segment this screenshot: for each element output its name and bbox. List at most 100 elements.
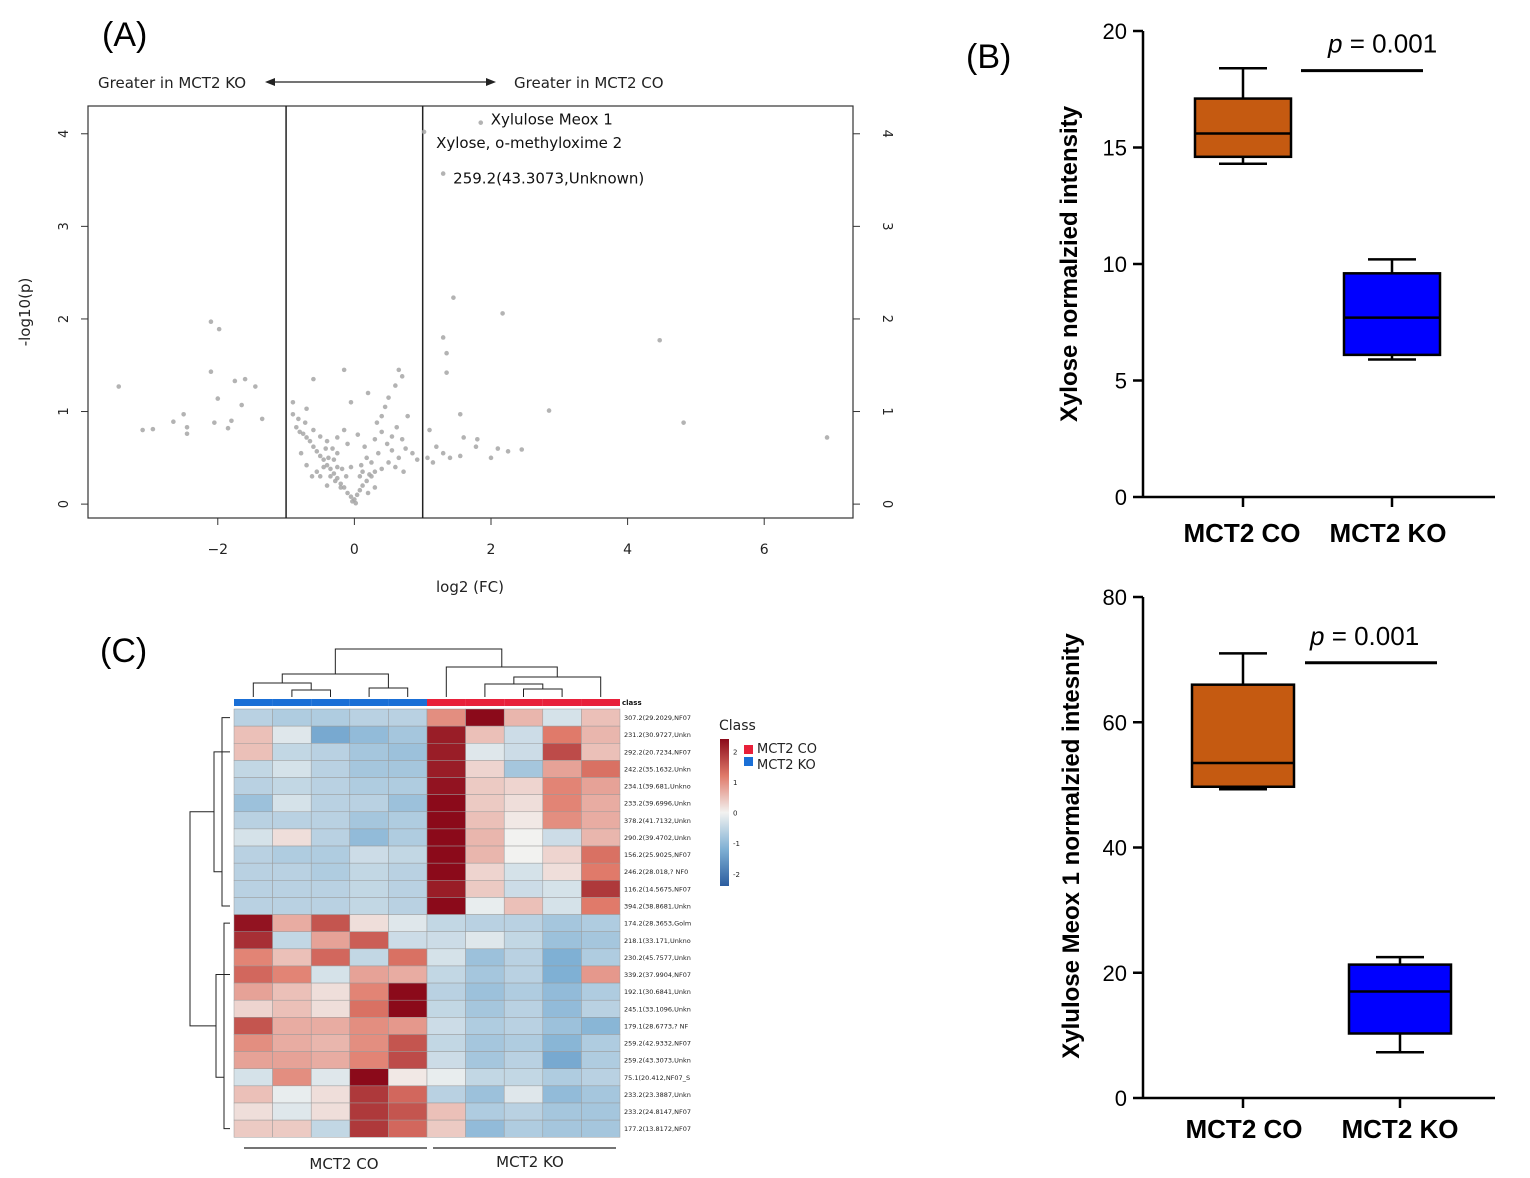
legend-swatch-ko bbox=[744, 757, 753, 766]
volcano-point bbox=[304, 435, 309, 440]
volcano-point bbox=[348, 494, 354, 500]
heatmap-cell bbox=[310, 982, 351, 1001]
heatmap-cell bbox=[310, 1085, 351, 1104]
heatmap-cell bbox=[581, 828, 621, 847]
heatmap-cell bbox=[388, 845, 428, 864]
heatmap-row-label: 218.1(33.171,Unkno bbox=[624, 937, 691, 945]
heatmap-cell bbox=[349, 743, 389, 761]
volcano-point bbox=[208, 369, 214, 375]
volcano-point bbox=[681, 420, 686, 425]
heatmap-cell bbox=[233, 777, 273, 795]
heatmap-cell bbox=[388, 828, 428, 847]
heatmap-cell bbox=[349, 828, 389, 847]
heatmap-cell bbox=[388, 777, 428, 795]
heatmap-cell bbox=[465, 1017, 505, 1035]
column-dendrogram-link bbox=[484, 683, 544, 697]
heatmap-cell bbox=[542, 948, 582, 967]
heatmap-cell bbox=[426, 794, 466, 813]
heatmap-cell bbox=[581, 777, 621, 795]
heatmap-cell bbox=[542, 811, 582, 830]
heatmap-cell bbox=[233, 845, 273, 864]
heatmap-cell bbox=[465, 965, 505, 984]
y-tick-label-right: 2 bbox=[879, 315, 894, 323]
point-annotation: Xylulose Meox 1 bbox=[491, 111, 613, 129]
heatmap-cell bbox=[233, 1119, 273, 1138]
heatmap-cell bbox=[542, 1034, 582, 1052]
heatmap-cell bbox=[388, 999, 428, 1018]
heatmap-cell bbox=[388, 1119, 428, 1138]
heatmap-cell bbox=[426, 897, 466, 915]
volcano-point bbox=[335, 435, 340, 440]
volcano-point bbox=[242, 376, 248, 382]
heatmap-legend: Class MCT2 CO MCT2 KO 2 1 0 -1 -2 bbox=[719, 718, 817, 886]
heatmap-cell bbox=[272, 982, 312, 1001]
volcano-point bbox=[290, 412, 296, 417]
heatmap-cell bbox=[310, 1102, 351, 1121]
volcano-point bbox=[444, 370, 449, 375]
volcano-point bbox=[386, 460, 391, 465]
class-bar-cell bbox=[311, 699, 350, 706]
heatmap-cell bbox=[465, 1034, 505, 1052]
heatmap-row-label: 156.2(25.9025,NF07 bbox=[624, 851, 691, 859]
heatmap-cell bbox=[503, 1051, 544, 1069]
row-dendrogram-link bbox=[221, 717, 230, 907]
volcano-point bbox=[212, 420, 217, 425]
heatmap-cell bbox=[272, 794, 312, 813]
heatmap-cell bbox=[503, 931, 544, 950]
heatmap-cell bbox=[233, 982, 273, 1001]
column-dendrogram-link bbox=[334, 648, 503, 674]
xylulose-boxes bbox=[1190, 652, 1453, 1054]
heatmap-cell bbox=[349, 1017, 389, 1035]
volcano-point bbox=[430, 460, 436, 465]
volcano-point bbox=[184, 424, 190, 430]
volcano-point bbox=[330, 446, 335, 451]
heatmap-cell bbox=[426, 982, 466, 1001]
volcano-point bbox=[324, 438, 330, 444]
volcano-point bbox=[343, 474, 349, 479]
volcano-point bbox=[331, 471, 337, 476]
heatmap-cell bbox=[233, 708, 273, 727]
heatmap-row-label: 339.2(37.9904,NF07 bbox=[624, 971, 691, 979]
direction-label-right: Greater in MCT2 CO bbox=[514, 74, 664, 92]
volcano-point bbox=[657, 337, 663, 343]
color-scale-tick-label: -2 bbox=[733, 871, 740, 879]
heatmap-cell bbox=[542, 1017, 582, 1035]
volcano-point bbox=[358, 462, 364, 468]
heatmap-cell bbox=[272, 777, 312, 795]
heatmap-cell bbox=[581, 931, 621, 950]
volcano-point bbox=[369, 460, 374, 465]
y-tick-label: 15 bbox=[1103, 136, 1127, 161]
heatmap-cell bbox=[581, 811, 621, 830]
xylulose-significance: p = 0.001 bbox=[1305, 621, 1437, 665]
heatmap-row-label: 246.2(28.018,? NF0 bbox=[624, 868, 688, 876]
heatmap-cell bbox=[388, 914, 428, 932]
heatmap-row-label: 177.2(13.8172,NF07 bbox=[624, 1125, 691, 1133]
heatmap-cell bbox=[542, 999, 582, 1018]
p-value-label: p = 0.001 bbox=[1309, 621, 1419, 651]
heatmap-cell bbox=[503, 1017, 544, 1035]
heatmap-row-label: 378.2(41.7132,Unkn bbox=[624, 817, 691, 825]
heatmap-cell bbox=[503, 948, 544, 967]
volcano-point bbox=[323, 446, 328, 451]
heatmap-cell bbox=[581, 760, 621, 778]
heatmap-cell bbox=[349, 982, 389, 1001]
heatmap-cell bbox=[233, 999, 273, 1018]
y-tick-label-right: 1 bbox=[879, 407, 894, 415]
heatmap-cell bbox=[310, 708, 351, 727]
heatmap-cell bbox=[581, 845, 621, 864]
column-dendrogram-link bbox=[445, 666, 558, 697]
heatmap-cell bbox=[503, 708, 544, 727]
volcano-point bbox=[171, 419, 176, 425]
heatmap-cell bbox=[503, 1102, 544, 1121]
heatmap-cell bbox=[426, 1119, 466, 1138]
volcano-point bbox=[321, 464, 326, 470]
heatmap-cell bbox=[581, 982, 621, 1001]
heatmap-cell bbox=[581, 999, 621, 1018]
heatmap-cell bbox=[349, 760, 389, 778]
volcano-plot-frame bbox=[87, 105, 854, 519]
heatmap-cell bbox=[581, 743, 621, 761]
heatmap-cell bbox=[233, 760, 273, 778]
heatmap-cell bbox=[581, 725, 621, 744]
heatmap-cell bbox=[272, 708, 312, 727]
volcano-point bbox=[364, 455, 369, 461]
